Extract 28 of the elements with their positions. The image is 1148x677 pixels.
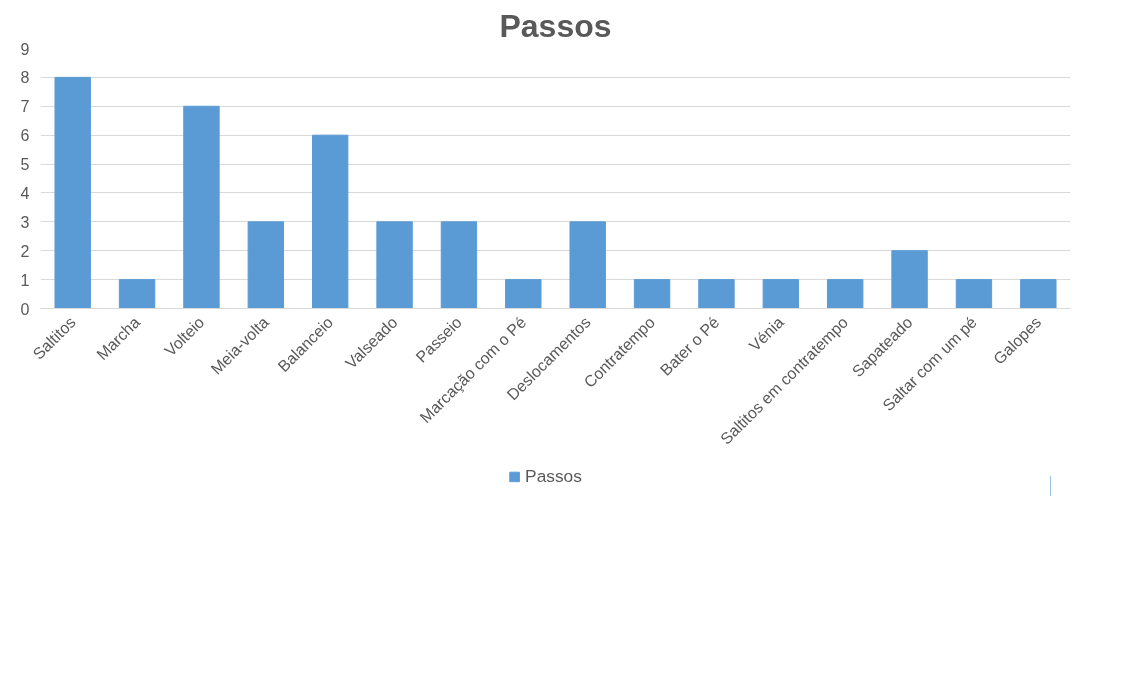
y-tick-label: 8 (20, 69, 30, 87)
y-tick-label: 1 (20, 271, 30, 289)
y-tick-label: 3 (20, 213, 30, 231)
y-tick-label: 4 (20, 184, 30, 202)
bar (118, 279, 156, 309)
legend-label: Passos (525, 465, 582, 487)
bar (505, 279, 542, 309)
bar (183, 105, 220, 309)
chart-title: Passos (499, 7, 612, 44)
bar (1020, 279, 1057, 309)
bar (440, 221, 478, 309)
bar (698, 279, 735, 309)
y-tick-label: 0 (20, 300, 30, 318)
y-tick-label: 5 (20, 156, 30, 174)
bar (762, 279, 800, 309)
y-tick-label: 7 (20, 98, 30, 116)
y-tick-label: 6 (20, 127, 30, 145)
y-tick-label: 2 (20, 242, 30, 260)
bar (54, 76, 91, 309)
bar (311, 134, 349, 309)
bar (569, 221, 606, 309)
y-tick-label: 9 (20, 40, 30, 58)
bar (826, 279, 864, 309)
bar (247, 221, 285, 309)
bar (891, 250, 928, 309)
bar (633, 279, 671, 309)
bar (955, 279, 993, 309)
bar (376, 221, 413, 309)
